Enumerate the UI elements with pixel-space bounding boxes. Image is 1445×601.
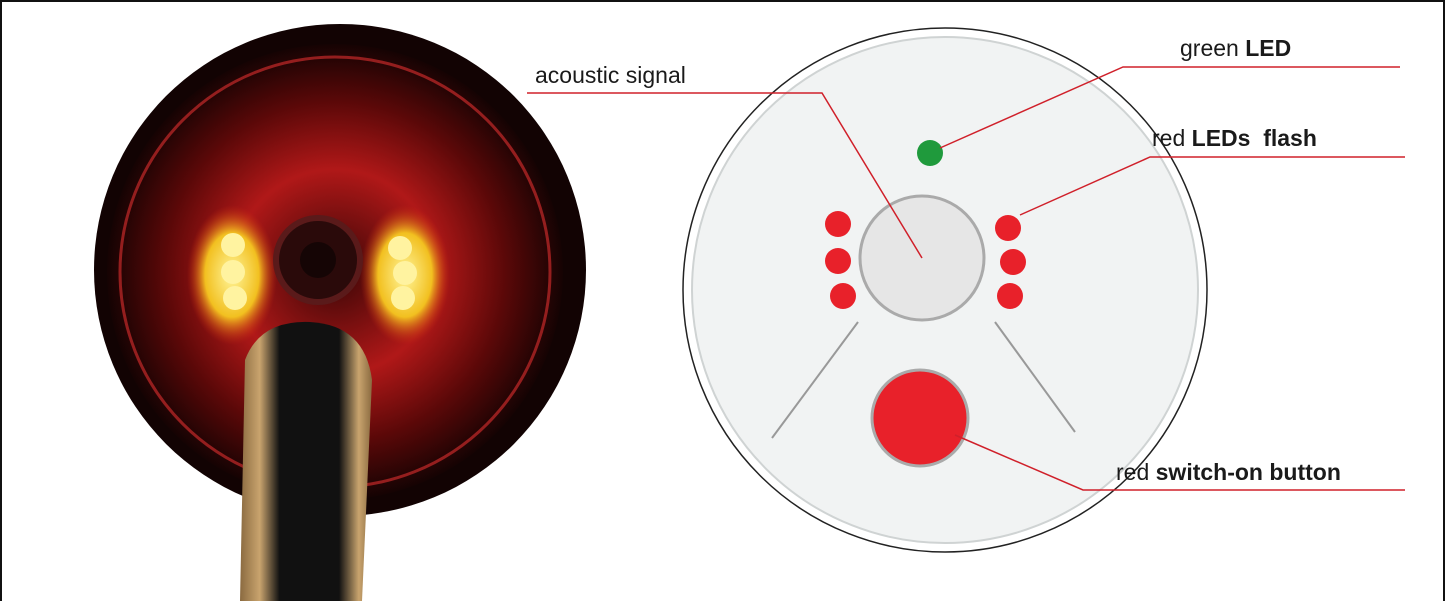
label-part: acoustic signal bbox=[535, 62, 686, 88]
callout-label: green LED bbox=[1180, 35, 1291, 61]
label-part: LEDs flash bbox=[1192, 125, 1317, 151]
callout-label: acoustic signal bbox=[535, 62, 686, 88]
callout-label: red LEDs flash bbox=[1152, 125, 1317, 151]
figure: acoustic signal green LED red LEDs flash… bbox=[0, 0, 1445, 601]
label-part: green bbox=[1180, 35, 1239, 61]
device-photo bbox=[94, 24, 586, 601]
label-part: red bbox=[1116, 459, 1149, 485]
label-part: LED bbox=[1245, 35, 1291, 61]
label-part: switch-on button bbox=[1156, 459, 1341, 485]
callout-label: red switch-on button bbox=[1116, 459, 1341, 485]
label-part: red bbox=[1152, 125, 1185, 151]
